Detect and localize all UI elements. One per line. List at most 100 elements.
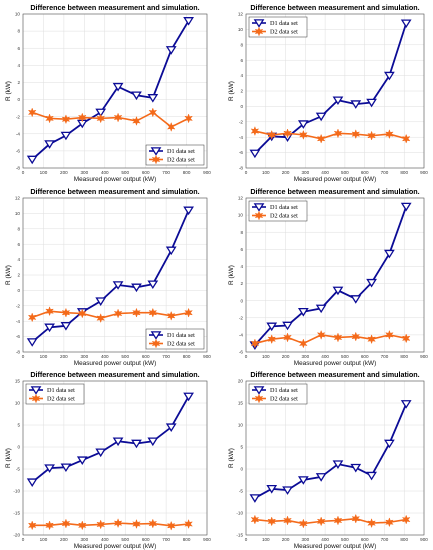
y-tick-label: 2	[240, 89, 243, 94]
legend: D1 data set D2 data set	[248, 383, 308, 405]
x-tick-label: 100	[262, 354, 270, 359]
data-point-d2	[250, 514, 260, 525]
legend-marker-d2	[151, 154, 161, 165]
y-tick-label: 8	[240, 230, 243, 235]
panel-title: Difference between measurement and simul…	[250, 370, 419, 379]
x-tick-label: 700	[381, 354, 389, 359]
x-tick-label: 700	[381, 537, 389, 542]
data-point-d1	[131, 439, 142, 449]
y-tick-label: -4	[239, 135, 244, 140]
y-tick-label: 10	[238, 213, 244, 218]
data-point-d2	[77, 520, 87, 531]
data-point-d1	[165, 46, 177, 55]
data-point-d1	[332, 460, 344, 469]
data-point-d1	[183, 206, 194, 216]
x-axis-label: Measured power output (kW)	[294, 176, 376, 183]
y-tick-label: 20	[238, 379, 244, 384]
y-tick-label: 12	[238, 196, 244, 201]
y-tick-label: -15	[236, 533, 243, 538]
series-line	[31, 395, 190, 483]
data-point-d2	[148, 518, 158, 529]
x-tick-label: 0	[245, 537, 248, 542]
y-tick-label: -8	[16, 166, 21, 171]
series-d1	[249, 19, 412, 159]
legend-label: D1 data set	[47, 387, 75, 394]
x-tick-label: 900	[420, 537, 428, 542]
x-tick-label: 500	[341, 170, 349, 175]
legend-label: D2 data set	[270, 29, 298, 36]
x-axis-label: Measured power output (kW)	[294, 360, 376, 367]
y-tick-label: 2	[17, 273, 20, 278]
data-point-d1	[165, 246, 177, 256]
legend: D1 data set D2 data set	[25, 383, 85, 405]
data-point-d1	[112, 437, 124, 447]
data-point-d2	[367, 518, 376, 529]
data-point-d1	[112, 281, 124, 290]
x-tick-label: 200	[282, 354, 290, 359]
x-tick-label: 0	[22, 354, 25, 359]
series-line	[31, 209, 190, 343]
plot-area	[246, 381, 424, 535]
data-point-d2	[316, 133, 326, 144]
data-point-d2	[351, 513, 361, 524]
y-tick-label: 15	[15, 379, 21, 384]
axes-frame	[22, 13, 208, 169]
x-tick-label: 400	[321, 537, 329, 542]
series-d2	[27, 306, 193, 324]
data-point-d1	[26, 338, 38, 347]
data-point-d1	[60, 131, 72, 141]
y-tick-label: 0	[240, 104, 243, 109]
x-tick-label: 500	[121, 537, 129, 542]
data-point-d2	[113, 112, 123, 123]
y-tick-label: -8	[239, 166, 244, 171]
data-point-d2	[148, 107, 158, 118]
legend-label: D2 data set	[270, 396, 298, 403]
x-tick-label: 900	[203, 537, 211, 542]
data-point-d2	[298, 129, 308, 140]
data-point-d2	[250, 338, 260, 349]
data-point-d1	[147, 94, 159, 103]
series-d1	[249, 400, 412, 503]
data-point-d1	[282, 321, 293, 331]
y-tick-label: -2	[239, 119, 244, 124]
x-tick-label: 500	[341, 537, 349, 542]
data-point-d2	[61, 307, 71, 318]
y-tick-label: -6	[16, 148, 21, 153]
y-tick-label: 4	[240, 264, 243, 269]
data-point-d1	[366, 471, 377, 481]
data-point-d1	[384, 439, 395, 449]
x-tick-label: 700	[162, 537, 170, 542]
x-axis-label: Measured power output (kW)	[294, 543, 376, 550]
y-tick-label: -20	[13, 533, 20, 538]
x-tick-label: 900	[420, 354, 428, 359]
y-tick-label: 0	[17, 445, 20, 450]
y-tick-label: 8	[240, 42, 243, 47]
data-point-d2	[77, 112, 87, 123]
chart-panel-2: Difference between measurement and simul…	[228, 3, 428, 183]
x-tick-label: 0	[22, 170, 25, 175]
data-point-d1	[131, 283, 142, 293]
x-tick-label: 200	[60, 537, 68, 542]
axes-frame	[22, 380, 208, 536]
x-tick-label: 300	[80, 170, 88, 175]
y-axis-label: R (kW)	[5, 448, 12, 468]
data-point-d2	[351, 331, 361, 342]
data-point-d2	[385, 329, 394, 340]
series-d2	[250, 329, 411, 349]
data-point-d1	[350, 295, 362, 304]
y-tick-label: -15	[13, 511, 20, 516]
data-point-d1	[60, 463, 72, 473]
y-tick-label: -5	[239, 489, 244, 494]
y-tick-label: -8	[16, 350, 21, 355]
chart-panel-4: Difference between measurement and simul…	[228, 187, 428, 367]
legend-label: D1 data set	[270, 204, 298, 211]
y-tick-label: -10	[236, 511, 243, 516]
data-point-d2	[316, 516, 326, 527]
data-point-d1	[112, 82, 124, 92]
data-point-d1	[44, 140, 55, 149]
x-tick-label: 200	[282, 537, 290, 542]
y-tick-label: 10	[238, 423, 244, 428]
data-point-d1	[297, 307, 309, 317]
data-point-d2	[283, 515, 292, 526]
